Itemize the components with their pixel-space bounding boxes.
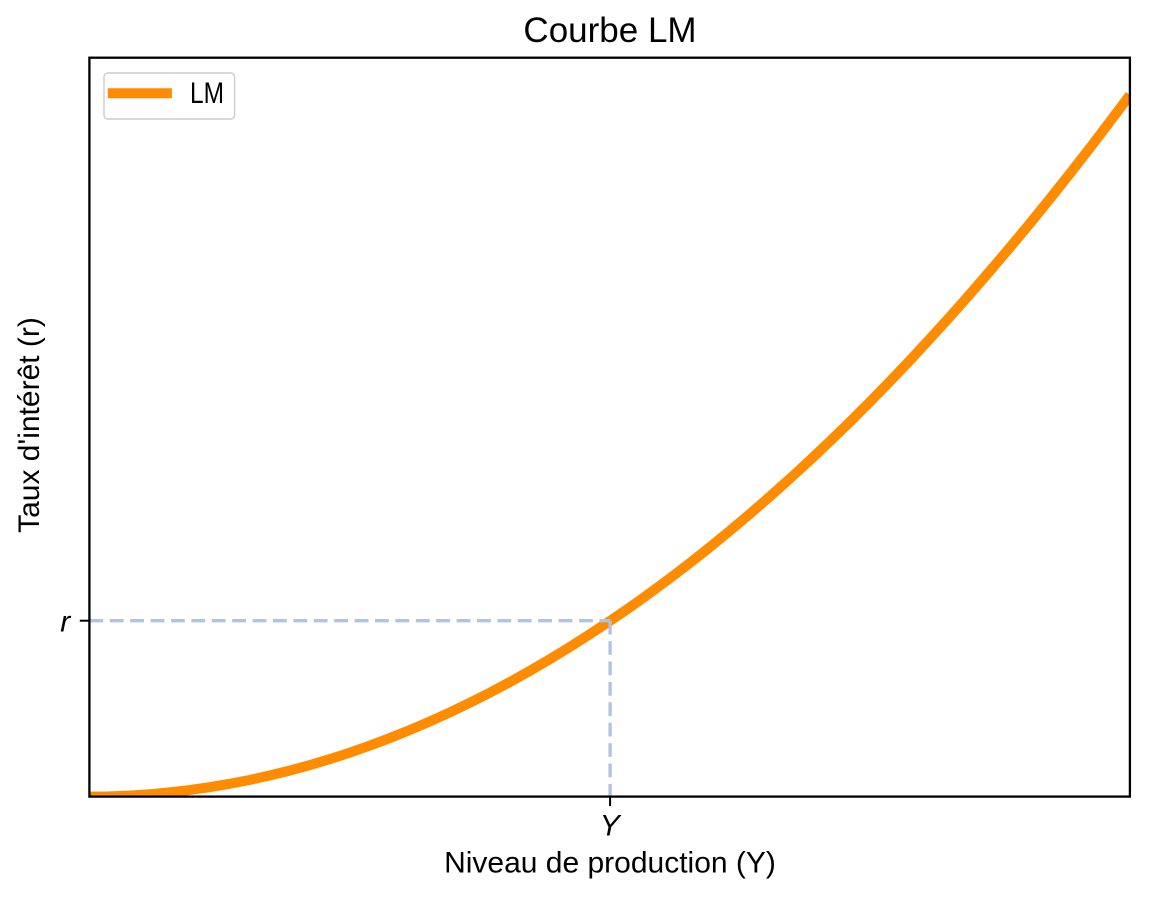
svg-text:Niveau de production (Y): Niveau de production (Y) [444, 846, 776, 879]
svg-text:Y: Y [600, 810, 622, 843]
svg-text:r: r [60, 606, 71, 639]
svg-text:LM: LM [190, 77, 224, 110]
svg-text:Taux d'intérêt (r): Taux d'intérêt (r) [13, 317, 46, 533]
svg-text:Courbe LM: Courbe LM [523, 11, 696, 50]
